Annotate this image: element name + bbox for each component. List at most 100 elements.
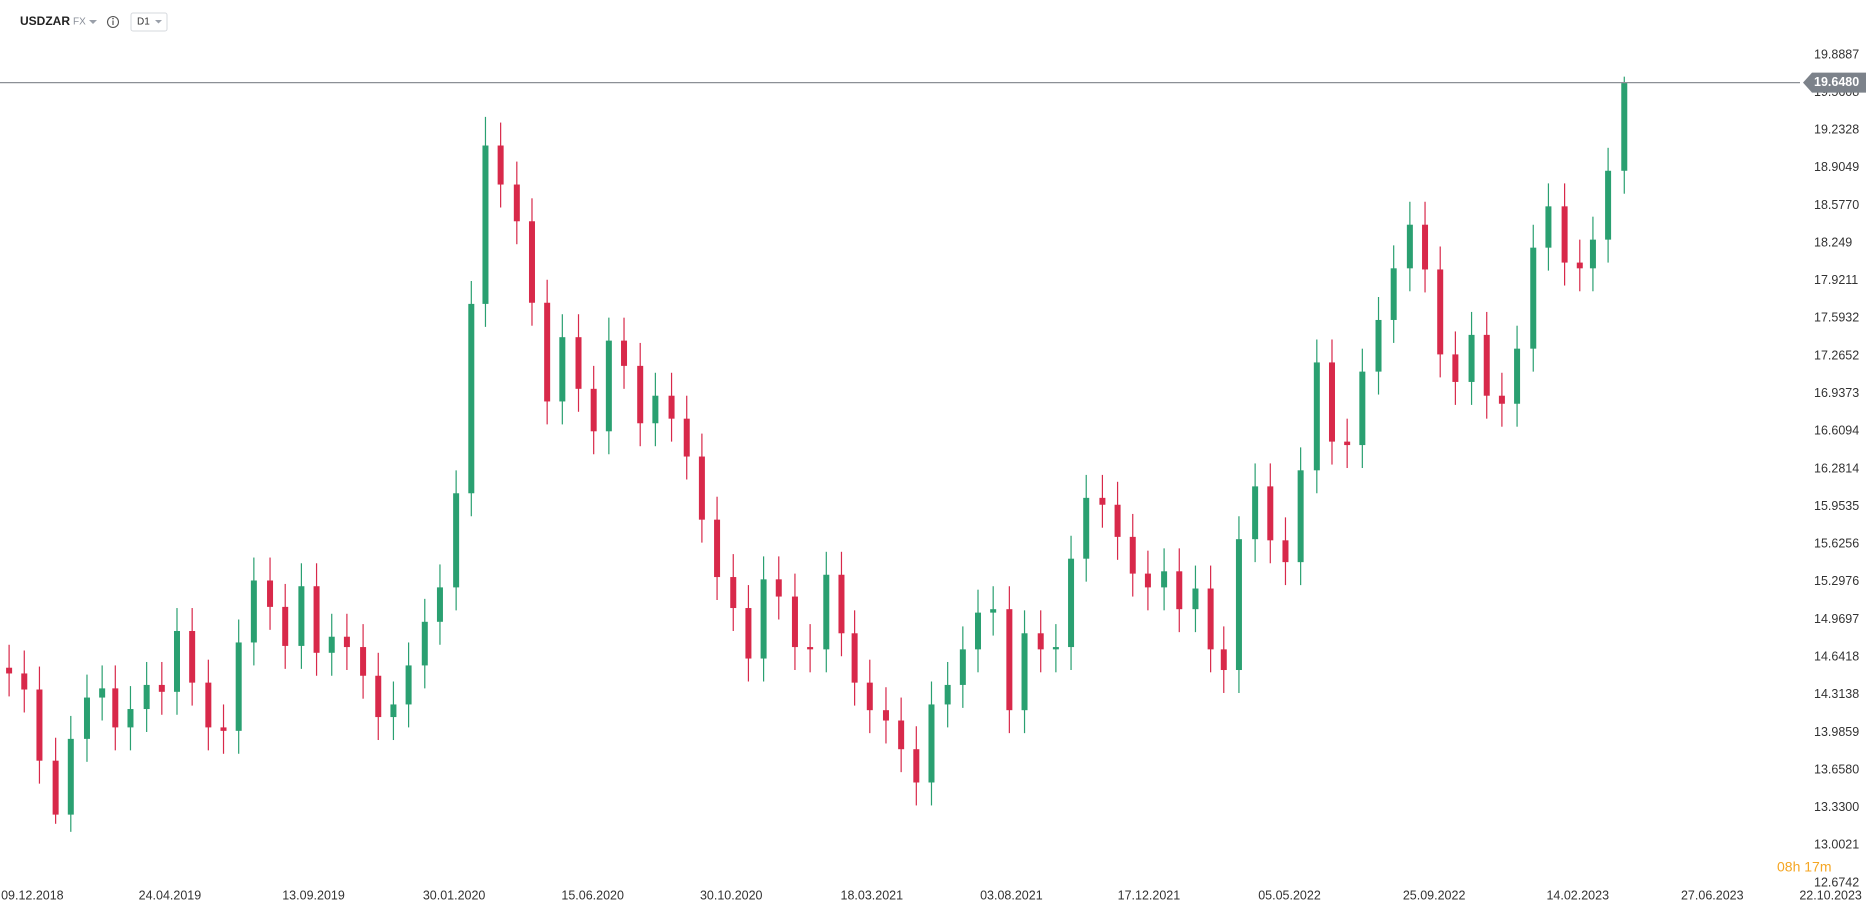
candle-body [513,184,520,222]
candle-body [575,337,582,389]
info-icon-dot [112,17,114,20]
candle-body [235,642,242,731]
candle-body [1605,170,1612,240]
y-tick-label: 14.3138 [1814,687,1859,701]
x-tick-label: 05.05.2022 [1258,888,1321,902]
y-tick-label: 16.2814 [1814,461,1859,475]
candle-body [453,493,460,588]
candle-body [807,647,814,650]
x-tick-label: 30.01.2020 [423,888,486,902]
candle-body [775,579,782,597]
candle-body [298,586,305,646]
candle-body [1192,588,1199,610]
candle-body [67,738,74,815]
candle-body [21,673,28,690]
candle-body [220,727,227,731]
x-tick-label: 09.12.2018 [1,888,64,902]
candle-body [360,647,367,676]
y-tick-label: 13.9859 [1814,725,1859,739]
candle-body [605,340,612,432]
candle-body [898,720,905,750]
candle-body [1452,354,1459,382]
plot-area [6,76,1628,832]
y-tick-label: 15.2976 [1814,574,1859,588]
candle-body [730,577,737,609]
x-tick-label: 03.08.2021 [980,888,1043,902]
candle-body [328,636,335,653]
candle-body [343,636,350,648]
candle-body [698,456,705,520]
candle-body [6,667,13,674]
interval-label: D1 [137,17,150,28]
candle-body [1267,486,1274,541]
candle-body [313,586,320,653]
candle-body [959,649,966,685]
candle-body [1207,588,1214,650]
candle-body [173,630,180,692]
interval-select[interactable] [130,12,168,32]
candle-body [1129,536,1136,574]
candle-body [975,612,982,650]
y-tick-label: 15.9535 [1814,499,1859,513]
candle-body [1406,224,1413,269]
x-tick-label: 17.12.2021 [1118,888,1181,902]
candle-body [1530,247,1537,349]
y-tick-label: 14.9697 [1814,612,1859,626]
candle-body [990,609,997,613]
y-tick-label: 15.6256 [1814,537,1859,551]
current-price-label: 19.6480 [1814,75,1859,89]
y-tick-label: 17.2652 [1814,348,1859,362]
y-tick-label: 19.8887 [1814,47,1859,61]
candle-body [1498,395,1505,404]
y-tick-label: 13.6580 [1814,762,1859,776]
candle-body [436,587,443,622]
candle-body [1037,633,1044,650]
candle-body [1297,470,1304,563]
candle-body [1052,647,1059,650]
candle-body [1561,206,1568,263]
x-tick-label: 15.06.2020 [561,888,624,902]
candle-body [621,340,628,366]
candle-body [745,608,752,659]
candle-body [1083,497,1090,559]
y-tick-label: 13.0021 [1814,838,1859,852]
candle-body [127,709,134,728]
candle-body [83,697,90,739]
candle-body [282,606,289,646]
x-tick-label: 18.03.2021 [841,888,904,902]
candle-body [112,688,119,728]
candle-body [1068,558,1075,648]
candle-body [637,365,644,424]
dropdown-arrow[interactable] [89,20,97,24]
candle-body [482,145,489,304]
candle-body [36,689,43,761]
info-icon[interactable] [106,15,120,29]
candle-body [590,388,597,432]
candle-body [1006,609,1013,711]
x-tick-label: 14.02.2023 [1546,888,1609,902]
y-tick-label: 19.2328 [1814,123,1859,137]
candle-body [497,145,504,185]
candle-body [143,684,150,710]
candle-body [791,596,798,648]
candle-body [421,621,428,666]
candle-body [851,633,858,683]
candle-body [866,682,873,711]
candle-body [559,337,566,402]
candle-body [158,684,165,692]
candle-body [1589,239,1596,269]
candle-body [1375,319,1382,372]
candle-body [1176,571,1183,610]
x-tick-label: 24.04.2019 [139,888,202,902]
candle-body [1252,486,1259,540]
y-tick-label: 16.6094 [1814,424,1859,438]
y-tick-label: 18.5770 [1814,198,1859,212]
y-tick-label: 18.249 [1814,235,1852,249]
candle-body [1161,571,1168,588]
candle-body [1468,334,1475,382]
symbol[interactable]: USDZAR [20,14,70,28]
candle-body [1344,441,1351,446]
interval-arrow [155,20,162,24]
